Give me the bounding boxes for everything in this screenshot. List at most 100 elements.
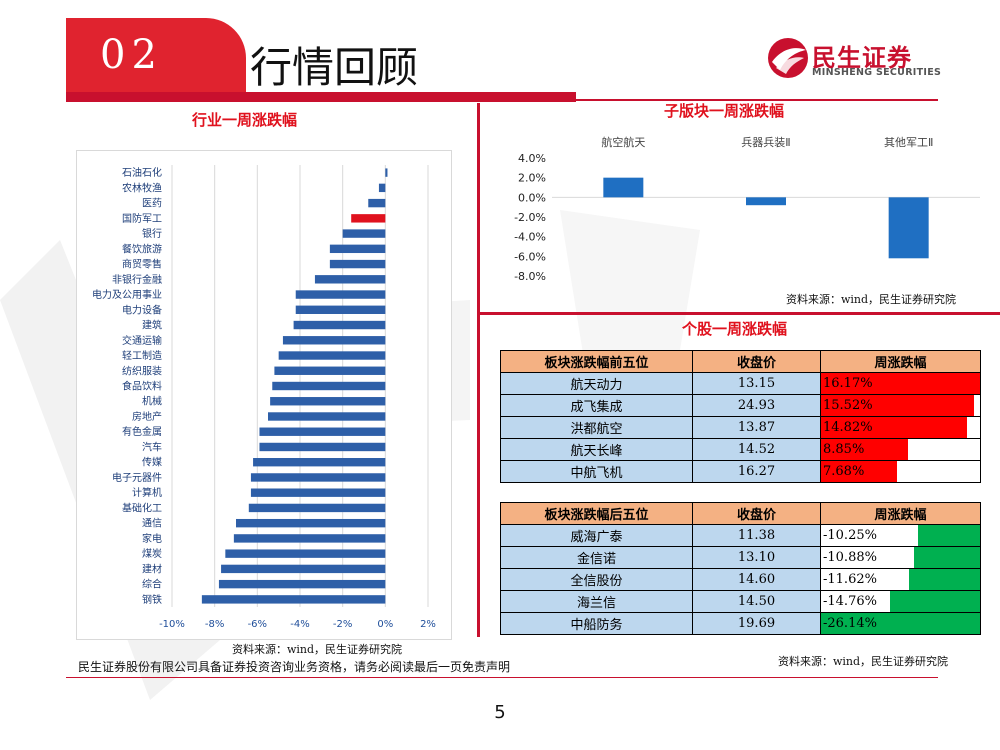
- industry-bar: [253, 458, 386, 467]
- close-price: 19.69: [692, 612, 821, 635]
- table-row: 金信诺 13.10 -10.88%: [500, 546, 981, 569]
- pct-bar: [821, 373, 980, 394]
- industry-bar: [218, 579, 386, 589]
- category-label: 国防军工: [122, 212, 162, 225]
- close-price: 13.15: [692, 372, 821, 395]
- category-label: 钢铁: [142, 593, 162, 606]
- category-label: 食品饮料: [122, 380, 162, 393]
- stock-section-title: 个股一周涨跌幅: [682, 320, 788, 338]
- category-label: 纺织服装: [122, 364, 162, 377]
- industry-bar: [250, 488, 386, 497]
- y-tick-label: 2.0%: [518, 172, 546, 185]
- table-row: 全信股份 14.60 -11.62%: [500, 568, 981, 591]
- pct-change-label: 16.17%: [823, 376, 873, 391]
- pct-change-cell: -26.14%: [820, 612, 981, 635]
- pct-change-label: -10.88%: [823, 550, 877, 565]
- stock-name: 成飞集成: [500, 394, 693, 417]
- pct-change-label: 7.68%: [823, 464, 865, 479]
- table-row: 中船防务 19.69 -26.14%: [500, 612, 981, 635]
- y-tick-label: 4.0%: [518, 152, 546, 165]
- bottom5-header-name: 板块涨跌幅后五位: [500, 502, 693, 525]
- x-tick-label: -10%: [159, 619, 185, 630]
- pct-bar: [821, 461, 897, 482]
- category-label: 计算机: [132, 486, 162, 499]
- pct-bar: [821, 439, 909, 460]
- pct-change-label: 14.82%: [823, 420, 873, 435]
- category-label: 电力设备: [122, 303, 162, 316]
- table-row: 中航飞机 16.27 7.68%: [500, 460, 981, 483]
- industry-bar: [221, 564, 386, 574]
- category-label: 建材: [142, 562, 162, 575]
- top5-header-pct: 周涨跌幅: [820, 350, 981, 373]
- category-label: 房地产: [132, 410, 162, 423]
- bottom5-header-close: 收盘价: [692, 502, 821, 525]
- stock-name: 威海广泰: [500, 524, 693, 547]
- industry-bar: [378, 183, 386, 193]
- category-label: 农林牧渔: [122, 181, 162, 194]
- close-price: 14.60: [692, 568, 821, 591]
- header-rule: [66, 92, 576, 102]
- pct-change-cell: -11.62%: [820, 568, 981, 591]
- logo-text-cn: 民生证券: [812, 44, 912, 72]
- x-tick-label: -8%: [205, 619, 224, 630]
- category-label: 汽车: [142, 440, 162, 453]
- subsector-bar: [888, 197, 929, 259]
- close-price: 13.10: [692, 546, 821, 569]
- pct-change-cell: 7.68%: [820, 460, 981, 483]
- page-number: 5: [494, 702, 506, 723]
- industry-bar: [268, 412, 386, 421]
- subsector-label: 兵器兵装Ⅱ: [741, 136, 790, 149]
- close-price: 14.52: [692, 438, 821, 461]
- divider-horizontal: [480, 312, 1000, 315]
- y-tick-label: -2.0%: [514, 211, 546, 224]
- subsector-bar: [746, 197, 786, 206]
- category-label: 传媒: [142, 457, 162, 469]
- stock-name: 航天动力: [500, 372, 693, 395]
- pct-bar: [821, 395, 974, 416]
- category-label: 电力及公用事业: [92, 288, 162, 301]
- industry-bar: [259, 427, 386, 436]
- y-tick-label: -8.0%: [514, 270, 546, 283]
- logo-text-en: MINSHENG SECURITIES: [812, 67, 942, 78]
- category-label: 餐饮旅游: [122, 242, 162, 255]
- divider-vertical: [477, 103, 480, 637]
- industry-bar: [295, 290, 386, 299]
- x-tick-label: 2%: [420, 619, 436, 630]
- page-title: 行情回顾: [250, 43, 419, 92]
- stock-name: 中船防务: [500, 612, 693, 635]
- pct-change-cell: 16.17%: [820, 372, 981, 395]
- industry-bar: [293, 320, 386, 330]
- pct-bar: [913, 547, 980, 568]
- subsector-bar-chart: 4.0% 2.0% 0.0% -2.0% -4.0% -6.0% -8.0% 航空航天 兵器兵装…: [514, 135, 980, 283]
- industry-bar: [329, 244, 386, 254]
- industry-source: 资料来源：wind，民生证券研究院: [232, 643, 403, 656]
- industry-bar: [201, 595, 386, 604]
- industry-bar: [329, 259, 386, 269]
- subsector-chart-title: 子版块一周涨跌幅: [664, 102, 785, 120]
- top5-table: 板块涨跌幅前五位 收盘价 周涨跌幅 航天动力 13.15 16.17% 成飞集成 24.…: [500, 350, 981, 483]
- bottom5-header-pct: 周涨跌幅: [820, 502, 981, 525]
- table-row: 航天动力 13.15 16.17%: [500, 372, 981, 395]
- pct-change-label: 15.52%: [823, 398, 873, 413]
- close-price: 11.38: [692, 524, 821, 547]
- minsheng-logo-icon: [768, 38, 808, 78]
- industry-bar: [248, 503, 386, 513]
- industry-bar: [278, 351, 386, 360]
- y-tick-label: 0.0%: [518, 191, 546, 204]
- industry-bar: [259, 442, 386, 452]
- pct-change-label: 8.85%: [823, 442, 865, 457]
- pct-bar: [821, 613, 980, 634]
- pct-bar: [909, 569, 980, 590]
- x-tick-label: -2%: [333, 619, 352, 630]
- footer-rule: [66, 677, 938, 678]
- subsector-label: 航空航天: [601, 135, 645, 149]
- industry-bar: [385, 168, 388, 177]
- industry-bar: [282, 336, 386, 345]
- category-label: 家电: [142, 532, 162, 545]
- subsector-label: 其他军工Ⅱ: [884, 136, 933, 149]
- pct-change-label: -14.76%: [823, 594, 877, 609]
- category-label: 银行: [142, 227, 162, 240]
- bottom5-table: 板块涨跌幅后五位 收盘价 周涨跌幅 威海广泰 11.38 -10.25% 金信诺 13.…: [500, 502, 981, 635]
- category-label: 建筑: [142, 319, 162, 332]
